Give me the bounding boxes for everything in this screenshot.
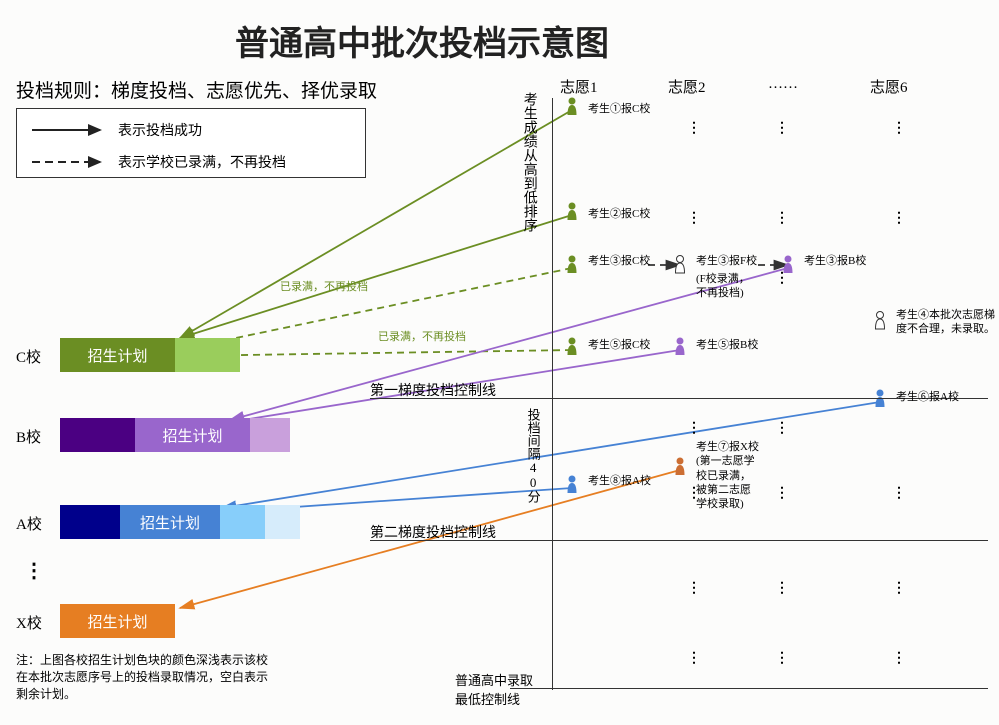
column-vdots: ⋮ <box>687 650 702 667</box>
control-line-label: 第二梯度投档控制线 <box>370 522 496 542</box>
student-label: 考生③报F校 <box>696 252 757 268</box>
column-vdots: ⋮ <box>892 580 907 597</box>
plan-bar-X: 招生计划 <box>60 604 175 638</box>
plan-segment <box>60 418 135 452</box>
column-vdots: ⋮ <box>775 485 790 502</box>
control-line <box>510 688 988 689</box>
school-label-A: A校 <box>16 513 42 534</box>
plan-bar-C: 招生计划 <box>60 338 240 372</box>
student-label: 考生②报C校 <box>588 205 650 221</box>
student-note: (F校录满，不再投档) <box>696 272 750 301</box>
plan-segment: 招生计划 <box>60 604 175 638</box>
page-title: 普通高中批次投档示意图 <box>235 16 609 65</box>
column-vdots: ⋮ <box>775 270 790 287</box>
svg-text:已录满，不再投档: 已录满，不再投档 <box>280 279 368 293</box>
school-label-C: C校 <box>16 346 41 367</box>
student-label: 考生⑤报B校 <box>696 336 758 352</box>
legend-label: 表示学校已录满，不再投档 <box>118 152 286 172</box>
column-vdots: ⋮ <box>687 580 702 597</box>
column-header: …… <box>768 76 798 93</box>
student-note: 考生⑦报X校(第一志愿学校已录满，被第二志愿学校录取) <box>696 440 759 511</box>
student-label: 考生③报C校 <box>588 252 650 268</box>
column-vdots: ⋮ <box>775 580 790 597</box>
svg-text:已录满，不再投档: 已录满，不再投档 <box>378 329 466 343</box>
interval-label: 投档间隔40分 <box>525 408 541 503</box>
axis-vline <box>552 98 553 690</box>
legend-label: 表示投档成功 <box>118 120 202 140</box>
column-header: 志愿1 <box>560 76 598 97</box>
plan-segment: 招生计划 <box>135 418 250 452</box>
student-note: 考生④本批次志愿梯度不合理，未录取。 <box>896 308 995 337</box>
school-label-X: X校 <box>16 612 42 633</box>
ranking-label: 考生成绩从高到低排序 <box>520 92 537 232</box>
column-vdots: ⋮ <box>892 120 907 137</box>
control-line-label: 第一梯度投档控制线 <box>370 380 496 400</box>
column-vdots: ⋮ <box>892 210 907 227</box>
student-label: 考生⑥报A校 <box>896 388 959 404</box>
rules-text: 投档规则：梯度投档、志愿优先、择优录取 <box>16 76 377 103</box>
school-vdots: ⋮ <box>24 558 45 583</box>
student-label: 考生⑧报A校 <box>588 472 651 488</box>
plan-segment <box>250 418 290 452</box>
column-vdots: ⋮ <box>775 120 790 137</box>
plan-bar-B: 招生计划 <box>60 418 290 452</box>
column-vdots: ⋮ <box>775 420 790 437</box>
footnote-line: 注：上图各校招生计划色块的颜色深浅表示该校 <box>16 652 268 669</box>
column-vdots: ⋮ <box>892 485 907 502</box>
column-vdots: ⋮ <box>687 420 702 437</box>
plan-segment <box>175 338 240 372</box>
legend-item: 表示投档成功 <box>30 120 202 140</box>
column-vdots: ⋮ <box>892 650 907 667</box>
plan-segment <box>265 505 300 539</box>
school-label-B: B校 <box>16 426 41 447</box>
student-label: 考生①报C校 <box>588 100 650 116</box>
legend-item: 表示学校已录满，不再投档 <box>30 152 286 172</box>
column-vdots: ⋮ <box>687 210 702 227</box>
column-vdots: ⋮ <box>687 120 702 137</box>
column-vdots: ⋮ <box>775 650 790 667</box>
control-line-label: 普通高中录取最低控制线 <box>455 670 533 708</box>
plan-segment: 招生计划 <box>60 338 175 372</box>
footnote-line: 在本批次志愿序号上的投档录取情况，空白表示 <box>16 669 268 686</box>
footnote: 注：上图各校招生计划色块的颜色深浅表示该校在本批次志愿序号上的投档录取情况，空白… <box>16 652 268 702</box>
plan-segment <box>220 505 265 539</box>
footnote-line: 剩余计划。 <box>16 686 268 703</box>
plan-bar-A: 招生计划 <box>60 505 300 539</box>
column-header: 志愿2 <box>668 76 706 97</box>
column-header: 志愿6 <box>870 76 908 97</box>
plan-segment: 招生计划 <box>120 505 220 539</box>
student-label: 考生⑤报C校 <box>588 336 650 352</box>
student-label: 考生③报B校 <box>804 252 866 268</box>
column-vdots: ⋮ <box>775 210 790 227</box>
plan-segment <box>60 505 120 539</box>
